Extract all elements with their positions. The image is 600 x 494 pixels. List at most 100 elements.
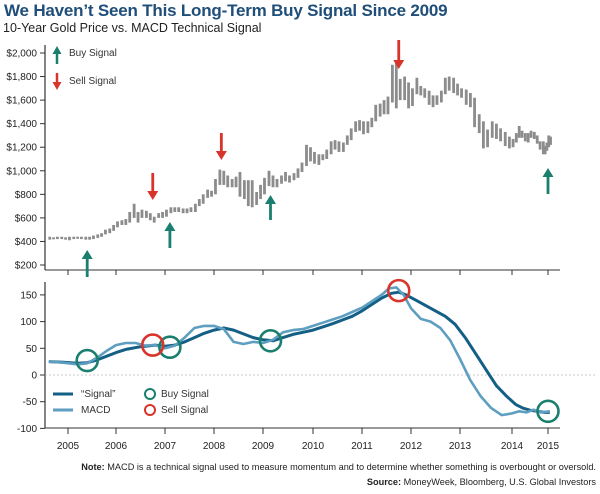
price-bar: [394, 62, 398, 109]
chart-title: We Haven’t Seen This Long-Term Buy Signa…: [4, 1, 448, 20]
sell-arrow-icon: [393, 40, 405, 69]
x-tick-label: 2013: [449, 441, 472, 452]
price-bar: [104, 229, 107, 235]
macd-y-tick-label: -100: [17, 424, 37, 435]
price-bar: [173, 207, 177, 212]
price-bar: [210, 190, 213, 197]
price-bar: [473, 97, 476, 128]
price-bar: [529, 130, 533, 138]
price-bar: [419, 85, 423, 96]
price-bar: [68, 236, 71, 241]
price-bar: [140, 209, 144, 218]
price-bar: [112, 224, 115, 231]
price-bar: [52, 237, 55, 240]
price-y-tick-label: $200: [15, 261, 38, 272]
price-bar: [169, 207, 173, 214]
x-tick-label: 2014: [501, 441, 524, 452]
price-y-tick-label: $1,800: [6, 72, 37, 83]
price-bar: [532, 131, 536, 139]
price-bar: [526, 133, 530, 143]
price-bar: [250, 180, 254, 208]
price-bar: [157, 213, 161, 218]
price-bar: [341, 142, 345, 152]
price-bar: [214, 179, 217, 195]
price-bar: [427, 90, 431, 105]
x-tick-label: 2007: [154, 441, 177, 452]
price-bar: [447, 76, 451, 91]
price-bar: [120, 220, 124, 225]
legend-buy-arrow-icon: [52, 46, 62, 64]
price-bar: [161, 212, 164, 218]
price-y-axis: $200 $400 $600 $800 $1,000 $1,200 $1,400 $1,600…: [6, 45, 560, 275]
price-bar: [60, 236, 64, 240]
sell-signal-circle: [140, 333, 165, 357]
price-bar: [206, 189, 210, 198]
buy-signal-circle: [258, 329, 283, 353]
price-bar: [464, 89, 468, 105]
price-bar: [403, 76, 407, 101]
price-bar: [517, 126, 521, 138]
price-bar: [317, 154, 321, 165]
price-bar: [477, 114, 481, 134]
price-bar: [520, 130, 524, 138]
gold-price-panel: $200 $400 $600 $800 $1,000 $1,200 $1,400 $1,600…: [6, 40, 560, 277]
price-bar: [407, 82, 410, 109]
price-bar: [321, 154, 325, 161]
price-bar: [255, 191, 259, 205]
price-y-tick-label: $800: [15, 190, 38, 201]
price-bar: [349, 128, 353, 141]
price-bar: [499, 128, 502, 142]
price-bar: [189, 207, 193, 212]
price-bar: [469, 93, 472, 108]
price-bar: [234, 176, 238, 188]
price-bar: [165, 209, 168, 217]
price-bar: [124, 219, 128, 225]
price-bar: [495, 123, 498, 139]
price-bar: [181, 208, 185, 214]
price-bar: [415, 77, 419, 95]
price-bar: [337, 141, 341, 152]
legend-macd-label: MACD: [81, 405, 110, 416]
buy-signal-circle: [536, 399, 560, 424]
price-bar: [116, 221, 119, 228]
price-bar: [378, 103, 382, 117]
price-bar: [398, 78, 402, 101]
price-bar: [439, 90, 443, 103]
price-bar: [366, 121, 370, 134]
price-bar: [128, 212, 132, 223]
price-bar: [222, 170, 226, 185]
price-bar: [549, 136, 552, 145]
sell-arrow-icon: [147, 173, 159, 200]
price-bar: [80, 236, 83, 240]
price-bar: [259, 184, 262, 200]
buy-arrow-icon: [81, 250, 93, 277]
price-bar: [96, 234, 100, 238]
price-bar: [56, 236, 59, 240]
signal-circles: [75, 278, 560, 424]
price-bar: [362, 121, 365, 135]
macd-y-tick-label: -50: [23, 397, 38, 408]
source-label: Source:: [366, 477, 402, 487]
price-bar: [423, 88, 427, 98]
price-bar: [148, 213, 152, 221]
price-bar: [144, 210, 148, 218]
price-bar: [545, 142, 549, 151]
note-label: Note:: [81, 462, 105, 472]
price-y-tick-label: $1,400: [6, 119, 37, 130]
price-bar: [88, 236, 91, 240]
price-bars: [48, 62, 552, 241]
price-bar: [48, 236, 52, 240]
price-bar: [309, 147, 312, 162]
price-bar: [547, 135, 551, 148]
price-y-tick-label: $1,200: [6, 143, 37, 154]
price-bar: [193, 203, 197, 212]
price-bar: [541, 141, 545, 155]
signal-arrows: [81, 40, 554, 277]
price-bar: [460, 88, 463, 98]
price-bar: [72, 236, 76, 240]
buy-signal-circle: [75, 348, 99, 373]
price-bar: [386, 96, 390, 115]
price-y-tick-label: $1,000: [6, 166, 37, 177]
price-bar: [490, 121, 494, 138]
